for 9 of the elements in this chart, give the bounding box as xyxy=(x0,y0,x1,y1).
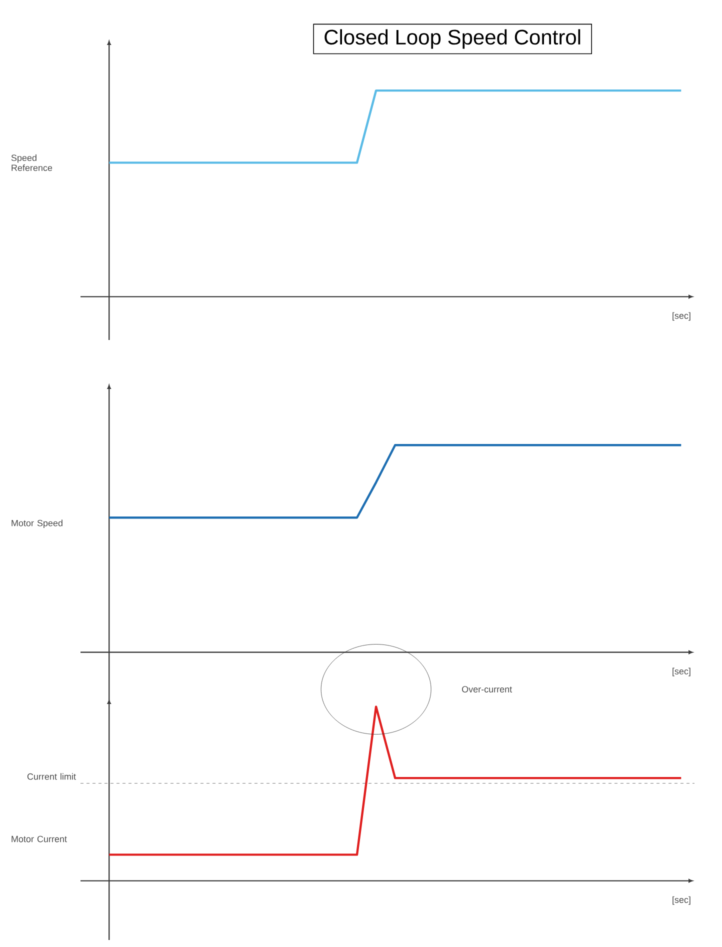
x-axis-title: [sec] xyxy=(672,668,690,676)
y-axis-title: Motor Current xyxy=(12,836,67,842)
chart-title: Closed Loop Speed Control xyxy=(324,29,580,49)
ref-line-label: Current limit xyxy=(27,773,76,780)
x-axis-title: [sec] xyxy=(672,896,690,905)
text: Over-current xyxy=(462,686,512,692)
y-axis-title: Motor Speed xyxy=(12,520,62,528)
x-axis-title: [sec] xyxy=(672,312,690,321)
y-axis-title: Speed Reference xyxy=(11,154,52,172)
